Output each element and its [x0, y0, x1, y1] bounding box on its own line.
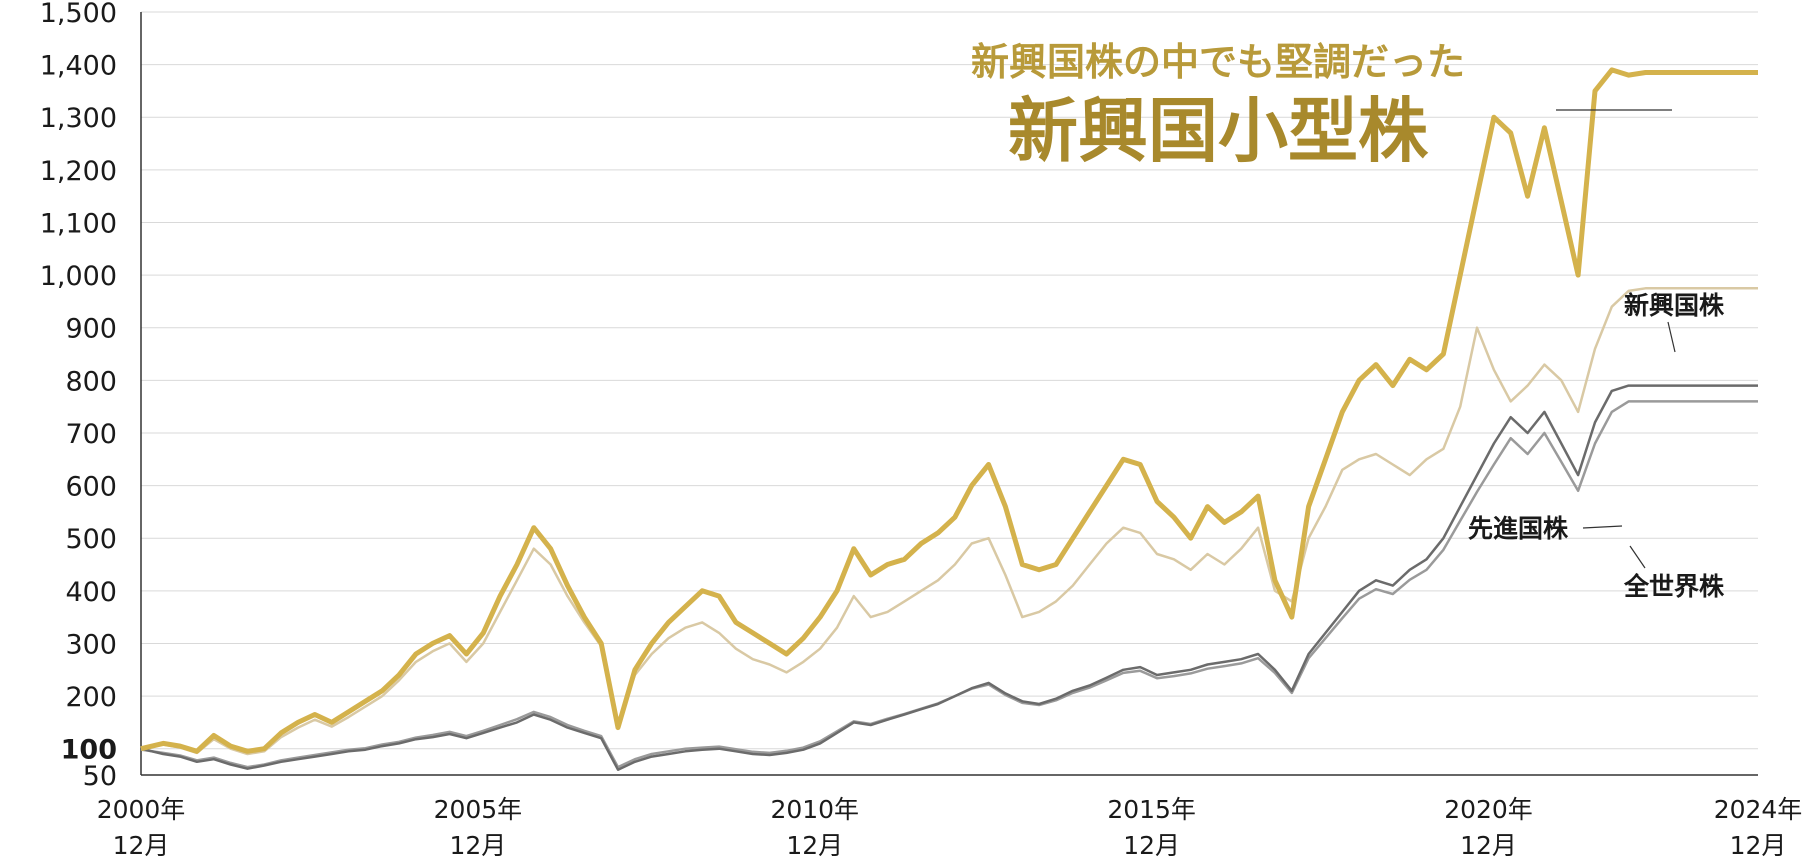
label-emerging: 新興国株: [1624, 291, 1725, 320]
y-tick-label: 400: [65, 577, 117, 608]
series-layer: [140, 67, 1758, 771]
x-tick-label-year: 2020年: [1444, 795, 1533, 824]
y-tick-label: 1,300: [40, 103, 117, 134]
y-tick-label: 1,200: [40, 156, 117, 187]
y-tick-label: 1,000: [40, 261, 117, 292]
y-tick-label: 900: [65, 314, 117, 345]
x-tick-label-month: 12月: [1123, 831, 1180, 860]
series-line-world: [140, 400, 1758, 769]
x-tick-label-month: 12月: [786, 831, 843, 860]
y-tick-label: 600: [65, 472, 117, 503]
label-emerging-leader: [1667, 321, 1676, 353]
label-developed: 先進国株: [1468, 514, 1569, 543]
y-tick-label: 100: [61, 735, 117, 766]
y-tick-label: 1,500: [40, 0, 117, 29]
y-tick-label: 1,400: [40, 51, 117, 82]
x-axis-ticks: 2000年 12月 2005年 12月 2010年 12月 2015年 12月 2020年 12月…: [97, 795, 1803, 860]
x-tick-label-year: 2000年: [97, 795, 186, 824]
y-tick-label: 1,100: [40, 208, 117, 239]
x-tick-label-year: 2015年: [1107, 795, 1196, 824]
y-tick-label: 500: [65, 524, 117, 555]
annotation-subtitle: 新興国株の中でも堅調だった: [971, 40, 1465, 84]
x-tick-label-year: 2005年: [434, 795, 523, 824]
grid-lines: [141, 11, 1758, 750]
series-line-emerging: [140, 287, 1758, 756]
y-tick-label: 50: [83, 761, 117, 792]
x-tick-label-month: 12月: [113, 831, 170, 860]
x-tick-label-month: 12月: [1730, 831, 1787, 860]
x-tick-label-month: 12月: [1460, 831, 1517, 860]
x-tick-label-year: 2010年: [770, 795, 859, 824]
x-tick-label-month: 12月: [449, 831, 506, 860]
y-tick-label: 800: [65, 366, 117, 397]
label-world: 全世界株: [1623, 572, 1725, 601]
series-line-emerging-small-cap: [140, 67, 1758, 754]
label-developed-leader: [1582, 525, 1623, 529]
y-tick-label: 700: [65, 419, 117, 450]
label-world-leader: [1629, 545, 1646, 569]
series-line-developed: [140, 384, 1758, 771]
y-tick-label: 200: [65, 682, 117, 713]
x-tick-label-year: 2024年: [1714, 795, 1803, 824]
annotation-title: 新興国小型株: [1008, 90, 1429, 172]
series-labels: 新興国株 先進国株 全世界株: [1468, 291, 1725, 601]
y-tick-label: 300: [65, 629, 117, 660]
